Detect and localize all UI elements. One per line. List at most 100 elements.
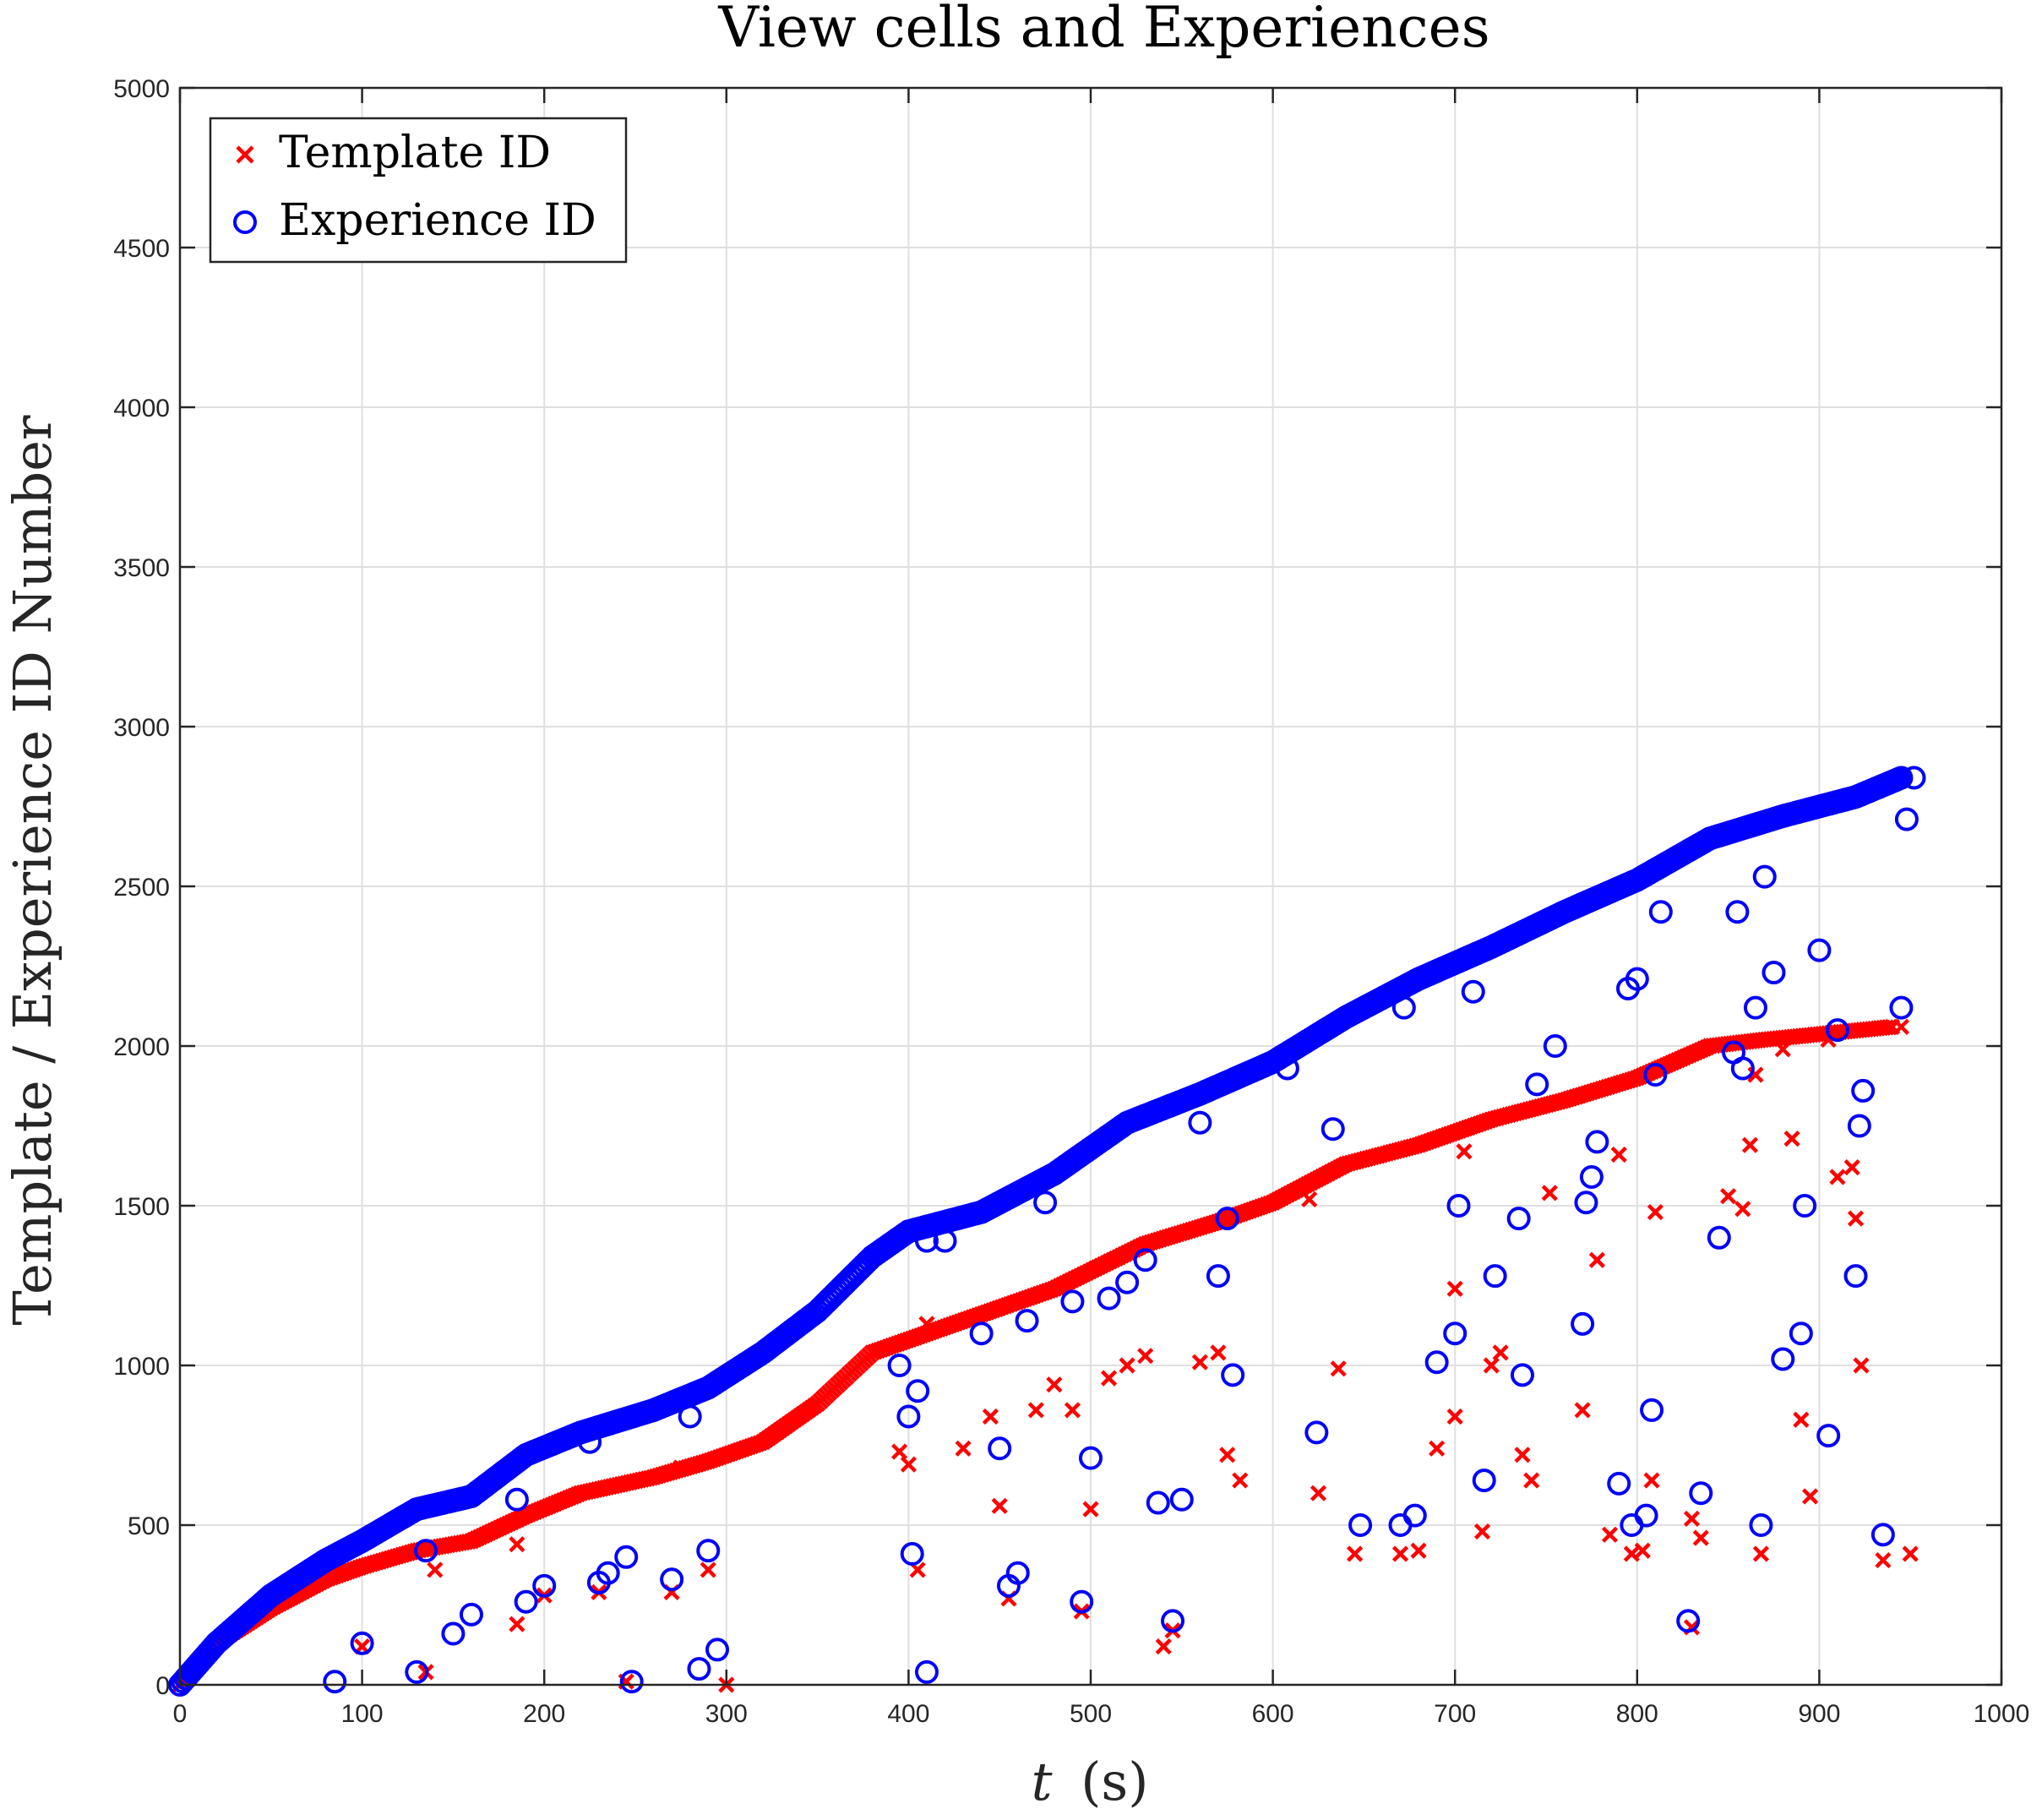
template-id-point: [1902, 1545, 1919, 1562]
template-id-point: [1100, 1370, 1118, 1387]
experience-id-point: [1807, 938, 1832, 962]
x-stroke: [509, 1616, 525, 1632]
template-id-point: [1137, 1348, 1154, 1365]
x-stroke: [1523, 1472, 1540, 1489]
experience-id-point: [678, 1404, 702, 1429]
experience-id-point: [1133, 1248, 1157, 1272]
experience-id-point: [1348, 1513, 1373, 1537]
y-tick-label: 1000: [113, 1353, 170, 1381]
x-stroke: [1446, 1408, 1463, 1425]
experience-id-point: [887, 1354, 912, 1377]
y-tick-label: 5000: [113, 75, 170, 103]
experience-id-point: [1571, 1311, 1595, 1336]
experience-id-point: [1402, 1503, 1427, 1528]
x-stroke: [1082, 1501, 1099, 1518]
x-stroke: [1793, 1411, 1810, 1428]
x-stroke: [236, 145, 254, 164]
template-id-point: [1741, 1136, 1759, 1153]
template-id-point: [427, 1561, 444, 1578]
experience-id-point: [1743, 995, 1767, 1020]
experience-id-point: [1648, 900, 1673, 924]
x-stroke: [1643, 1472, 1660, 1489]
experience-id-point: [532, 1573, 557, 1598]
x-stroke: [1100, 1370, 1118, 1387]
legend-marker-template-id: [236, 145, 254, 164]
x-stroke: [1347, 1545, 1364, 1562]
y-tick-labels: 0 500 1000 1500 2000 2500 3000 3500 4000 4500 5000: [113, 75, 170, 1700]
experience-id-point: [1079, 1446, 1103, 1470]
template-id-point: [1847, 1210, 1865, 1227]
x-stroke: [672, 1459, 689, 1476]
y-axis-label: Template / Experience ID Number: [2, 415, 63, 1325]
experience-id-point: [687, 1657, 711, 1681]
x-stroke: [1456, 1143, 1473, 1160]
template-id-point: [1892, 1018, 1910, 1035]
x-tick-labels: 0 100 200 300 400 500 600 700 800 900 1000: [173, 1700, 2030, 1728]
experience-id-point: [1730, 1056, 1755, 1081]
x-stroke: [1843, 1159, 1860, 1176]
experience-id-point: [514, 1589, 538, 1614]
template-id-point: [1643, 1472, 1660, 1489]
template-id-point: [672, 1459, 689, 1476]
x-stroke: [891, 1443, 908, 1460]
y-tick-label: 1500: [113, 1193, 170, 1221]
x-stroke: [700, 1561, 716, 1578]
x-stroke: [1514, 1447, 1531, 1463]
x-tick-label: 600: [1252, 1700, 1294, 1728]
experience-id-point: [988, 1436, 1012, 1461]
x-tick-label: 0: [173, 1700, 188, 1728]
experience-id-point: [414, 1539, 438, 1563]
x-stroke: [1232, 1472, 1249, 1489]
experience-id-point: [1215, 1207, 1239, 1231]
legend-x-marker: [236, 145, 254, 164]
experience-id-point: [323, 1670, 347, 1694]
template-id-point: [1752, 1545, 1769, 1562]
x-axis-label: t (s): [1032, 1751, 1149, 1812]
template-id-point: [509, 1616, 525, 1632]
experience-id-point: [1146, 1490, 1170, 1515]
legend-label-template-id: Template ID: [279, 128, 551, 178]
experience-id-point: [906, 1379, 930, 1403]
experience-id-point: [1543, 1034, 1567, 1058]
y-tick-label: 4500: [113, 235, 170, 263]
experience-id-point: [933, 1229, 957, 1253]
template-id-point: [1610, 1146, 1627, 1163]
x-stroke: [1574, 1402, 1591, 1419]
experience-id-point: [1825, 1018, 1849, 1043]
template-id-point: [1588, 1251, 1605, 1268]
experience-id-point: [350, 1631, 374, 1655]
experience-id-point: [1060, 1289, 1085, 1314]
experience-id-point: [1443, 1321, 1468, 1346]
template-id-point: [1734, 1201, 1751, 1218]
axis-ticks: [178, 86, 2003, 1686]
x-stroke: [918, 1316, 935, 1332]
template-id-point: [1210, 1344, 1227, 1361]
x-stroke: [1492, 1344, 1509, 1361]
template-id-point: [1429, 1440, 1446, 1457]
grid: [180, 88, 2001, 1685]
experience-id-point: [504, 1487, 529, 1512]
experience-id-point: [1115, 1270, 1140, 1294]
x-stroke: [1483, 1357, 1500, 1374]
experience-id-point: [405, 1659, 429, 1684]
x-stroke: [1720, 1188, 1737, 1205]
template-id-point: [1391, 1545, 1409, 1562]
x-axis-variable: t: [1032, 1751, 1053, 1812]
template-id-point: [1492, 1344, 1509, 1361]
series-template-id: [172, 1018, 1919, 1693]
experience-id-point: [1005, 1561, 1030, 1585]
experience-id-point: [1752, 864, 1777, 889]
experience-id-point: [1188, 1110, 1212, 1135]
template-id-point: [1802, 1488, 1819, 1505]
experience-id-point: [596, 1561, 620, 1585]
experience-id-point: [1725, 900, 1750, 924]
x-tick-label: 200: [523, 1700, 565, 1728]
template-id-point: [1483, 1357, 1500, 1374]
experience-id-point: [914, 1229, 939, 1253]
x-stroke: [1692, 1529, 1709, 1546]
x-stroke: [1155, 1638, 1172, 1655]
experience-id-point: [1676, 1609, 1701, 1633]
template-id-point: [1330, 1360, 1347, 1377]
experience-id-point: [696, 1539, 721, 1563]
